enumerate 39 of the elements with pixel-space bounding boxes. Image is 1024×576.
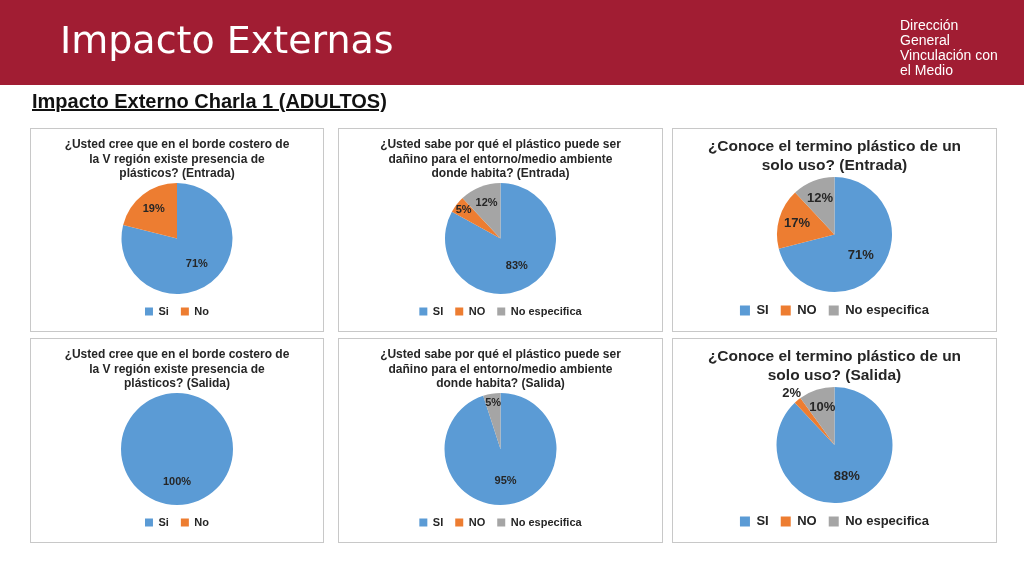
data-label: 100% [162,474,192,487]
data-label: 71% [847,246,875,262]
chart-title: ¿Usted sabe por qué el plástico puede ser dañino para el entorno/medio ambiente donde habita? (Salida) [379,347,622,391]
legend-label: SI [756,301,769,317]
legend-label: SI [756,512,769,528]
chart-title: ¿Usted sabe por qué el plástico puede ser dañino para el entorno/medio ambiente donde habita? (Entrada) [379,137,622,181]
text: Impacto Externo Charla 1 (ADULTOS) [32,90,387,113]
legend-label: NO [468,304,486,317]
chart-title: ¿Conoce el termino plástico de un solo uso? (Salida) [706,347,963,385]
legend-label: No [194,304,210,317]
text: Dirección General Vinculación con el Medio [900,17,999,78]
data-label: 17% [783,214,811,230]
chart-title: ¿Usted cree que en el borde costero de la V región existe presencia de plásticos? (Salida) [63,347,291,391]
legend-label: No especifica [510,304,583,317]
legend-label: No especifica [510,515,583,528]
legend-label: NO [468,515,486,528]
legend-label: SI [432,515,444,528]
chart-title: ¿Usted cree que en el borde costero de la V región existe presencia de plásticos? (Entrada) [63,137,291,181]
legend-label: NO [797,512,817,528]
data-label: 12% [807,189,834,205]
legend-label: SI [432,304,444,317]
data-label: 12% [475,196,498,209]
legend-label: No especifica [845,301,930,317]
legend-label: No especifica [845,512,930,528]
legend-label: Si [158,304,169,317]
legend-label: NO [797,301,817,317]
data-label: 95% [494,473,517,486]
data-label: 5% [485,395,502,408]
text: Impacto Externas [60,18,394,62]
data-label: 83% [505,259,529,272]
data-label: 19% [142,201,165,214]
chart-title: ¿Conoce el termino plástico de un solo uso? (Entrada) [706,137,963,175]
data-label: 5% [455,202,472,215]
data-label: 71% [185,256,209,269]
legend-label: Si [158,515,169,528]
data-label: 10% [809,398,836,414]
legend-label: No [194,515,210,528]
data-label: 2% [782,384,802,400]
data-label: 88% [833,467,861,483]
